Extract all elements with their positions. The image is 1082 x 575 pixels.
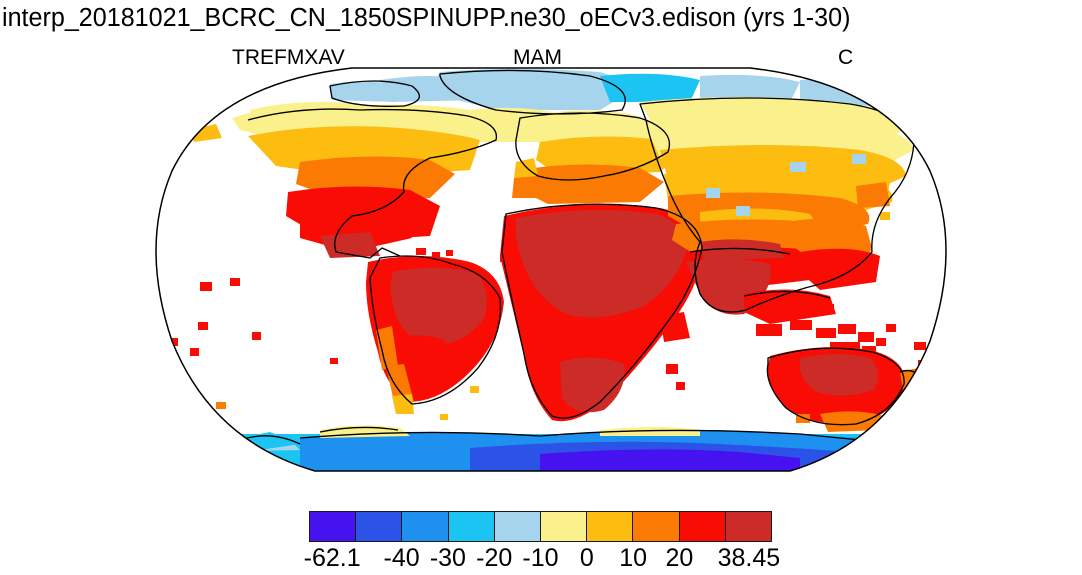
region-europe: [512, 110, 680, 204]
colorbar-bin-2: [402, 512, 449, 541]
colorbar-bin-5: [541, 512, 588, 541]
colorbar-bin-3: [448, 512, 495, 541]
region-australia: [767, 342, 930, 432]
region-africa: [500, 204, 704, 422]
colorbar-tick-4: -10: [522, 544, 559, 572]
region-asia: [640, 97, 914, 315]
map-frame: [155, 67, 947, 472]
map-plot-area: [0, 66, 1082, 486]
subtitle-variable: TREFMXAV: [232, 46, 345, 69]
colorbar: [309, 511, 772, 542]
colorbar-tick-8: 38.45: [717, 544, 781, 572]
colorbar-bin-9: [725, 512, 772, 541]
colorbar-tick-2: -30: [429, 544, 466, 572]
colorbar-tick-5: 0: [579, 544, 594, 572]
colorbar-tick-6: 10: [619, 544, 647, 572]
colorbar-bin-8: [679, 512, 726, 541]
coastline-overlay: [239, 69, 925, 445]
colorbar-bin-1: [356, 512, 403, 541]
page-title: interp_20181021_BCRC_CN_1850SPINUPP.ne30…: [2, 4, 851, 32]
region-maritime-continent: [744, 289, 896, 354]
region-south-america: [166, 256, 504, 420]
colorbar-bin-4: [494, 512, 542, 541]
colorbar-bin-6: [587, 512, 634, 541]
colorbar-tick-1: -40: [383, 544, 420, 572]
subtitle-season: MAM: [513, 46, 562, 69]
region-antarctica: [160, 425, 940, 471]
colorbar-tick-0: -62.1: [303, 544, 361, 572]
robinson-map: [155, 67, 947, 472]
colorbar-tick-labels: -62.1 -40 -30 -20 -10 0 10 20 38.45: [0, 543, 1082, 573]
colorbar-tick-7: 20: [665, 544, 694, 572]
colorbar-bin-7: [633, 512, 680, 541]
colorbar-bin-0: [310, 512, 357, 541]
subtitle-units: C: [838, 46, 854, 69]
colorbar-tick-3: -20: [476, 544, 513, 572]
map-data-layer: [156, 68, 940, 471]
